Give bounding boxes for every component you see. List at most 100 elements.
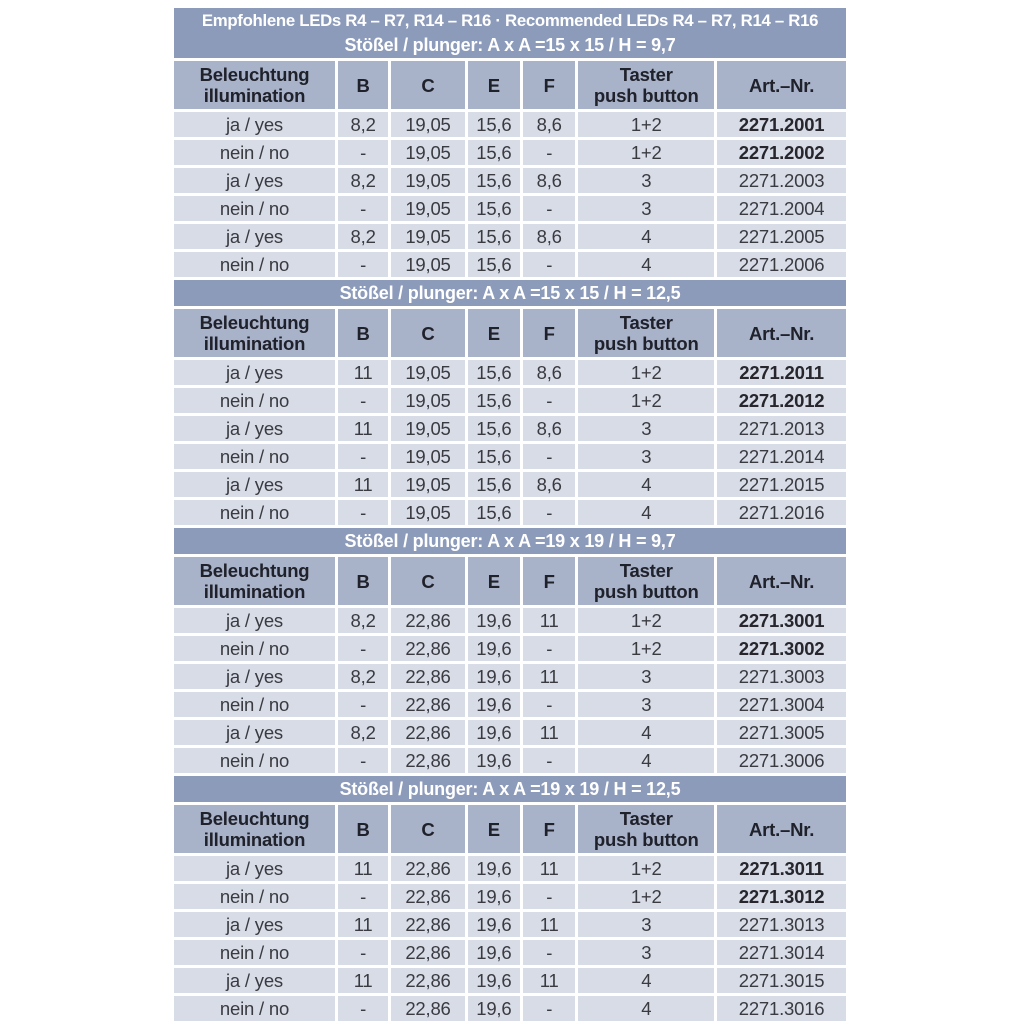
column-header-e-line-1: E	[487, 74, 500, 96]
table-row: nein / no -22,86 19,6-4 2271.3006	[174, 748, 846, 773]
data-cell-push-button: 3	[578, 416, 715, 441]
data-cell-push-button: 1+2	[578, 884, 715, 909]
data-cell-b: -	[337, 940, 389, 965]
column-header-illumination: Beleuchtung illumination	[174, 805, 335, 853]
data-cell-illumination: ja / yes	[174, 112, 335, 137]
data-cell-b: -	[337, 196, 389, 221]
table-row: ja / yes 8,2 19,05 15,6 8,6 1+2 2271.2001	[174, 112, 846, 137]
column-header-c: C	[391, 61, 465, 109]
data-cell-c: 22,86	[391, 636, 465, 661]
data-cell-illumination: ja / yes	[174, 608, 335, 633]
section-band-2: Stößel / plunger: A x A =15 x 15 / H = 1…	[174, 280, 846, 306]
data-cell-f: 11	[523, 912, 576, 937]
data-cell-f: -	[523, 636, 576, 661]
column-header-illumination-line-2: illumination	[203, 581, 306, 602]
data-cell-e: 19,6	[467, 940, 521, 965]
data-cell-e: 19,6	[467, 664, 521, 689]
data-cell-c: 22,86	[391, 996, 465, 1021]
data-cell-push-button: 1+2	[578, 636, 715, 661]
column-header-illumination-line-2: illumination	[203, 333, 306, 354]
column-header-f: F	[523, 805, 576, 853]
data-cell-c: 19,05	[391, 140, 465, 165]
led-table-body: Empfohlene LEDs R4 – R7, R14 – R16 · Rec…	[174, 8, 846, 1021]
column-header-push-button: Taster push button	[578, 309, 715, 357]
column-header-row: Beleuchtung illumination B C E F Taster push bu…	[174, 805, 846, 853]
data-cell-c: 22,86	[391, 608, 465, 633]
data-cell-f: 8,6	[523, 360, 576, 385]
column-header-f-line-1: F	[543, 818, 555, 840]
art-nr-cell: 2271.3003	[717, 664, 846, 689]
table-row: nein / no -22,86 19,6-3 2271.3004	[174, 692, 846, 717]
column-header-push-button-line-2: push button	[593, 85, 699, 106]
table-row: ja / yes 11 19,05 15,6 8,6 4 2271.2015	[174, 472, 846, 497]
table-row: ja / yes 8,2 22,86 19,6 11 1+2 2271.3001	[174, 608, 846, 633]
data-cell-c: 19,05	[391, 388, 465, 413]
column-header-push-button: Taster push button	[578, 805, 715, 853]
data-cell-c: 19,05	[391, 416, 465, 441]
column-header-art-nr: Art.–Nr.	[717, 557, 846, 605]
data-cell-b: 11	[337, 360, 389, 385]
data-cell-c: 19,05	[391, 224, 465, 249]
table-row: ja / yes 8,2 22,86 19,6 11 4 2271.3005	[174, 720, 846, 745]
art-nr-cell: 2271.3011	[717, 856, 846, 881]
column-header-illumination-line-1: Beleuchtung	[199, 64, 310, 85]
column-header-push-button-line-1: Taster	[619, 312, 673, 333]
art-nr-cell: 2271.2014	[717, 444, 846, 469]
table-row: nein / no -22,86 19,6-3 2271.3014	[174, 940, 846, 965]
data-cell-illumination: nein / no	[174, 636, 335, 661]
data-cell-push-button: 4	[578, 252, 715, 277]
data-cell-push-button: 3	[578, 940, 715, 965]
data-cell-c: 22,86	[391, 748, 465, 773]
section-band-4-line-1: Stößel / plunger: A x A =19 x 19 / H = 1…	[339, 778, 681, 799]
table-row: nein / no -22,86 19,6-1+2 2271.3002	[174, 636, 846, 661]
art-nr-cell: 2271.2001	[717, 112, 846, 137]
data-cell-f: 11	[523, 664, 576, 689]
table-row: ja / yes 8,2 19,05 15,6 8,6 4 2271.2005	[174, 224, 846, 249]
data-cell-push-button: 1+2	[578, 140, 715, 165]
data-cell-c: 19,05	[391, 168, 465, 193]
data-cell-e: 19,6	[467, 608, 521, 633]
data-cell-c: 22,86	[391, 940, 465, 965]
data-cell-c: 19,05	[391, 472, 465, 497]
section-band-4: Stößel / plunger: A x A =19 x 19 / H = 1…	[174, 776, 846, 802]
column-header-art-nr: Art.–Nr.	[717, 61, 846, 109]
column-header-f-line-1: F	[543, 322, 555, 344]
table-row: nein / no -22,86 19,6-1+2 2271.3012	[174, 884, 846, 909]
data-cell-b: -	[337, 252, 389, 277]
data-cell-illumination: nein / no	[174, 884, 335, 909]
data-cell-f: 8,6	[523, 112, 576, 137]
column-header-b-line-1: B	[356, 570, 370, 592]
table-row: ja / yes 11 19,05 15,6 8,6 1+2 2271.2011	[174, 360, 846, 385]
art-nr-cell: 2271.2012	[717, 388, 846, 413]
art-nr-cell: 2271.3013	[717, 912, 846, 937]
data-cell-b: -	[337, 500, 389, 525]
data-cell-e: 15,6	[467, 140, 521, 165]
section-band-3: Stößel / plunger: A x A =19 x 19 / H = 9…	[174, 528, 846, 554]
data-cell-c: 22,86	[391, 856, 465, 881]
data-cell-b: 11	[337, 912, 389, 937]
data-cell-f: 8,6	[523, 224, 576, 249]
column-header-e: E	[467, 805, 521, 853]
data-cell-f: -	[523, 252, 576, 277]
data-cell-b: -	[337, 748, 389, 773]
column-header-push-button-line-1: Taster	[619, 560, 673, 581]
section-band-4-row: Stößel / plunger: A x A =19 x 19 / H = 1…	[174, 776, 846, 802]
data-cell-c: 19,05	[391, 500, 465, 525]
table-row: ja / yes 11 22,86 19,6 11 4 2271.3015	[174, 968, 846, 993]
data-cell-f: -	[523, 692, 576, 717]
art-nr-cell: 2271.2005	[717, 224, 846, 249]
data-cell-e: 19,6	[467, 720, 521, 745]
column-header-b-line-1: B	[356, 74, 370, 96]
column-header-b-line-1: B	[356, 322, 370, 344]
data-cell-f: 11	[523, 968, 576, 993]
data-cell-c: 22,86	[391, 968, 465, 993]
data-cell-b: 11	[337, 968, 389, 993]
data-cell-illumination: ja / yes	[174, 168, 335, 193]
data-cell-push-button: 3	[578, 664, 715, 689]
data-cell-c: 19,05	[391, 252, 465, 277]
data-cell-b: -	[337, 636, 389, 661]
art-nr-cell: 2271.2004	[717, 196, 846, 221]
data-cell-push-button: 4	[578, 224, 715, 249]
column-header-e-line-1: E	[487, 818, 500, 840]
data-cell-c: 19,05	[391, 112, 465, 137]
